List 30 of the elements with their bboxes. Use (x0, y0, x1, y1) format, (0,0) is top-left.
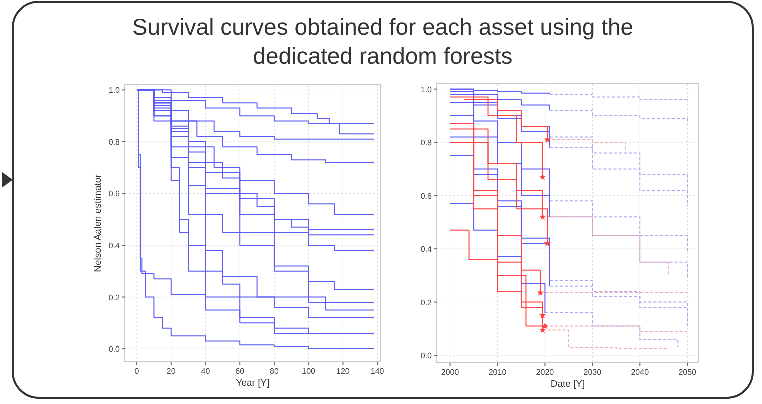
x-tick-label: 60 (236, 367, 246, 376)
x-tick-label: 0 (134, 367, 140, 376)
y-tick-label: 0.0 (108, 345, 121, 354)
x-tick-label: 2040 (631, 368, 650, 377)
x-tick-label: 120 (336, 367, 350, 376)
x-axis-title: Year [Y] (236, 378, 270, 389)
x-tick-label: 2010 (488, 368, 508, 377)
x-tick-label: 2030 (584, 368, 602, 377)
y-tick-label: 0.6 (420, 192, 433, 201)
x-tick-label: 2020 (536, 368, 555, 377)
x-tick-label: 40 (201, 367, 211, 376)
y-tick-label: 0.0 (420, 352, 433, 361)
y-tick-label: 0.8 (420, 138, 433, 148)
x-tick-label: 20 (166, 367, 176, 376)
y-tick-label: 0.8 (108, 138, 121, 147)
chart-title: Survival curves obtained for each asset using the dedicated random forests (132, 14, 634, 69)
x-axis-title: Date [Y] (550, 379, 586, 390)
x-tick-label: 2050 (678, 368, 698, 377)
x-tick-label: 100 (302, 367, 316, 376)
y-axis-title: Nelson Aalen estimator (93, 174, 104, 272)
y-tick-label: 0.4 (108, 242, 121, 251)
x-tick-label: 140 (370, 367, 385, 376)
y-tick-label: 0.6 (108, 190, 121, 199)
x-tick-label: 80 (270, 367, 280, 376)
y-tick-label: 0.2 (420, 298, 433, 308)
y-tick-label: 1.0 (420, 85, 433, 94)
x-tick-label: 2000 (441, 368, 460, 377)
y-tick-label: 1.0 (108, 86, 121, 96)
y-tick-label: 0.2 (108, 293, 121, 302)
y-tick-label: 0.4 (420, 245, 433, 254)
